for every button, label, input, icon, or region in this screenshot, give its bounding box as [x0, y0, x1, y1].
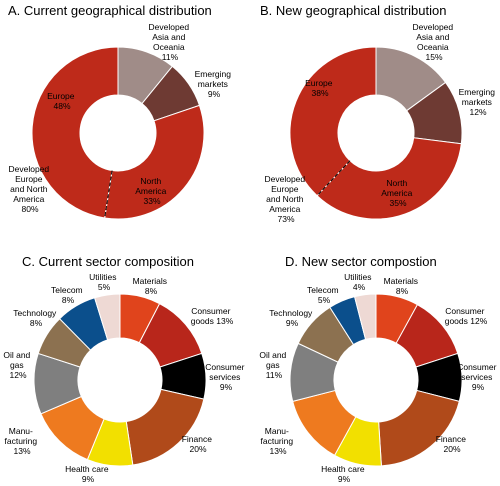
label-materials: Materials 8%: [384, 276, 421, 296]
label-emerging-markets: Emerging markets 9%: [195, 69, 234, 99]
label-telecom: Telecom 8%: [51, 285, 85, 305]
label-health-care: Health care 9%: [321, 464, 367, 484]
europe-north-america-separator: [316, 160, 351, 197]
panel-b-title: B. New geographical distribution: [260, 3, 446, 18]
slice-europe: [289, 46, 377, 197]
label-consumer-goods: Consumer goods 13%: [191, 306, 234, 326]
panel-a-title: A. Current geographical distribution: [8, 3, 212, 18]
label-consumer-services: Consumer services 9%: [205, 362, 247, 392]
label-north-america: North America 33%: [135, 176, 169, 206]
label-health-care: Health care 9%: [65, 464, 111, 484]
label-north-america: North America 35%: [381, 178, 415, 208]
label-oil-and-gas: Oil and gas 12%: [3, 350, 32, 380]
label-utilities: Utilities 5%: [89, 272, 119, 292]
panel-b: B. New geographical distribution Develop…: [260, 3, 498, 224]
label-oil-and-gas: Oil and gas 11%: [259, 350, 288, 380]
label-emerging-markets: Emerging markets 12%: [459, 87, 498, 117]
slice-finance: [378, 389, 460, 467]
label-developed-europe-north-america: Developed Europe and North America 80%: [8, 164, 51, 214]
panel-d-donut: [289, 293, 463, 467]
panel-c-title: C. Current sector composition: [22, 254, 194, 269]
panel-d-title: D. New sector compostion: [285, 254, 437, 269]
slice-europe: [31, 46, 119, 219]
label-telecom: Telecom 5%: [307, 285, 341, 305]
label-europe: Europe 48%: [47, 91, 77, 111]
panel-a-donut: [31, 46, 205, 220]
label-finance: Finance 20%: [182, 434, 215, 454]
label-europe: Europe 38%: [305, 78, 335, 98]
slice-north-america: [316, 137, 462, 220]
label-asia-oceania: Developed Asia and Oceania 15%: [412, 22, 455, 62]
slice-utilities: [94, 293, 121, 341]
label-developed-europe-north-america: Developed Europe and North America 73%: [264, 174, 307, 224]
label-manufacturing: Manu- facturing 13%: [261, 426, 296, 456]
slice-north-america: [104, 104, 205, 220]
panel-a: A. Current geographical distribution Dev…: [8, 3, 234, 220]
label-technology: Technology 8%: [13, 308, 58, 328]
panel-c-donut: [33, 293, 207, 467]
panel-b-donut: [289, 46, 463, 220]
panel-c: C. Current sector composition Utilities …: [3, 254, 247, 484]
panel-d: D. New sector compostion Utilities 4% Ma…: [259, 254, 499, 484]
label-finance: Finance 20%: [436, 434, 469, 454]
label-materials: Materials 8%: [133, 276, 170, 296]
slice-utilities: [354, 293, 377, 340]
label-consumer-goods: Consumer goods 12%: [445, 306, 488, 326]
label-technology: Technology 9%: [269, 308, 314, 328]
label-utilities: Utilities 4%: [344, 272, 374, 292]
label-consumer-services: Consumer services 9%: [457, 362, 499, 392]
label-asia-oceania: Developed Asia and Oceania 11%: [148, 22, 191, 62]
europe-north-america-separator: [104, 170, 113, 219]
label-manufacturing: Manu- facturing 13%: [5, 426, 40, 456]
